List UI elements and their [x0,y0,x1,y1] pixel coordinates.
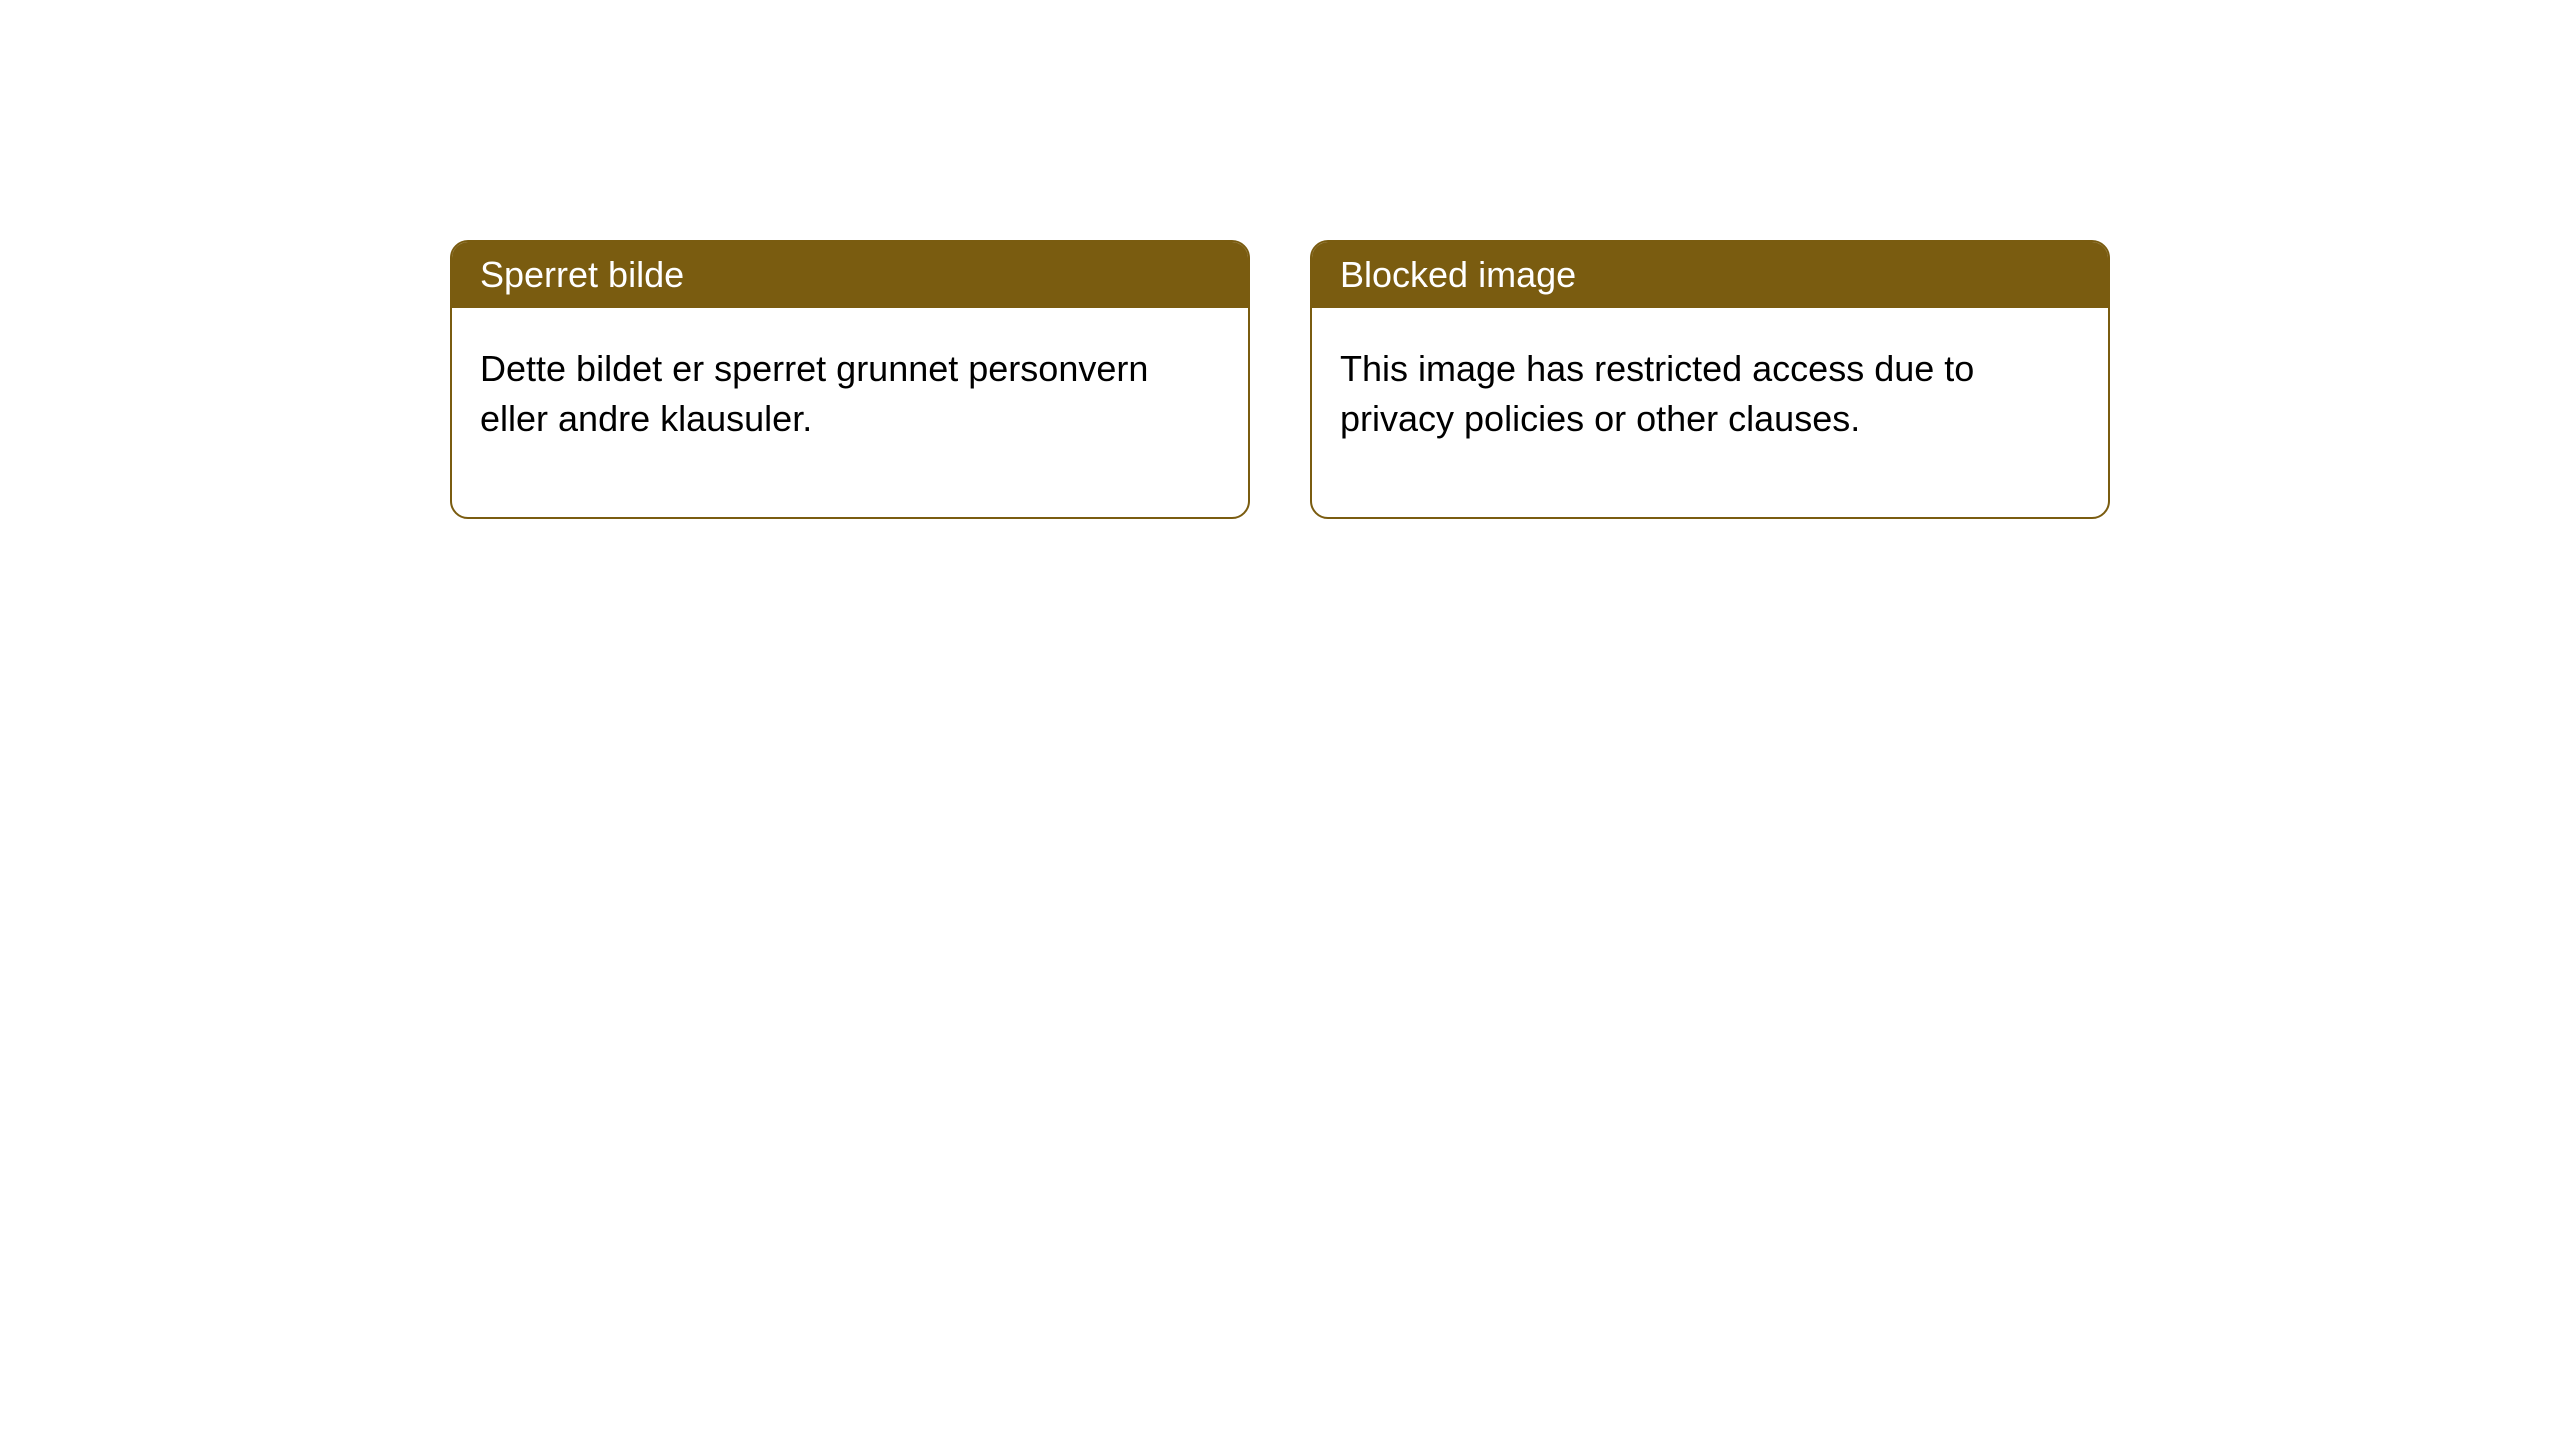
notice-header: Sperret bilde [452,242,1248,308]
notice-container: Sperret bilde Dette bildet er sperret gr… [0,0,2560,519]
notice-body: Dette bildet er sperret grunnet personve… [452,308,1248,517]
notice-header: Blocked image [1312,242,2108,308]
notice-body: This image has restricted access due to … [1312,308,2108,517]
notice-card-norwegian: Sperret bilde Dette bildet er sperret gr… [450,240,1250,519]
notice-card-english: Blocked image This image has restricted … [1310,240,2110,519]
